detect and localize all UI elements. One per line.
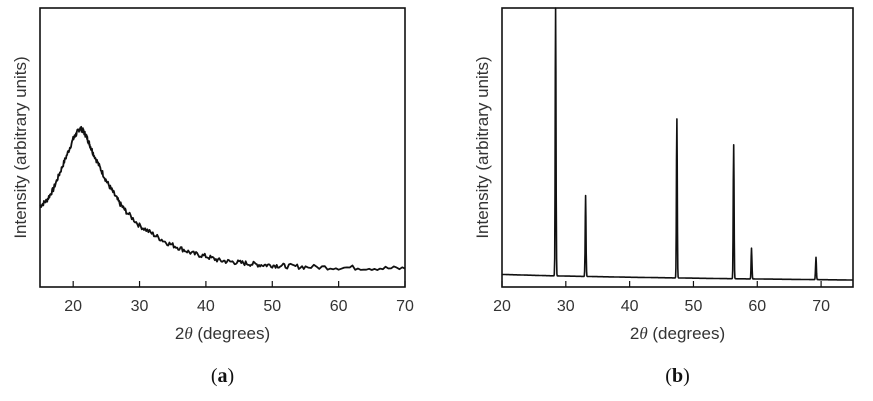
x-tick-label: 30 bbox=[557, 298, 575, 315]
panel-label-a: (a) bbox=[211, 365, 234, 387]
y-axis-label-b: Intensity (arbitrary units) bbox=[473, 56, 492, 238]
x-tick-label: 40 bbox=[621, 298, 639, 315]
x-tick-label: 30 bbox=[131, 298, 149, 315]
plot-frame-a bbox=[39, 7, 406, 288]
x-axis-tick-labels-a: 20 30 40 50 60 70 bbox=[64, 298, 414, 315]
x-tick-label: 60 bbox=[748, 298, 766, 315]
x-tick-label: 70 bbox=[812, 298, 830, 315]
x-axis-ticks-a bbox=[72, 281, 406, 287]
panel-label-b: (b) bbox=[665, 365, 689, 387]
plot-frame-b bbox=[501, 7, 854, 288]
y-axis-label-a: Intensity (arbitrary units) bbox=[11, 56, 30, 238]
chart-panel-a: 20 30 40 50 60 70 Intensity (arbitrary units)… bbox=[11, 7, 414, 387]
x-axis-tick-labels-b: 20 30 40 50 60 70 bbox=[493, 298, 830, 315]
x-tick-label: 70 bbox=[396, 298, 414, 315]
xrd-trace-a bbox=[39, 125, 406, 271]
xrd-trace-b bbox=[501, 7, 854, 281]
chart-panel-b: 20 30 40 50 60 70 Intensity (arbitrary units)… bbox=[473, 7, 854, 387]
x-axis-ticks-b bbox=[501, 281, 822, 287]
x-tick-label: 50 bbox=[263, 298, 281, 315]
x-tick-label: 40 bbox=[197, 298, 215, 315]
x-tick-label: 50 bbox=[685, 298, 703, 315]
x-tick-label: 20 bbox=[64, 298, 82, 315]
x-axis-label-b: 2θ (degrees) bbox=[630, 324, 725, 343]
x-tick-label: 20 bbox=[493, 298, 511, 315]
x-axis-label-a: 2θ (degrees) bbox=[175, 324, 270, 343]
x-tick-label: 60 bbox=[330, 298, 348, 315]
